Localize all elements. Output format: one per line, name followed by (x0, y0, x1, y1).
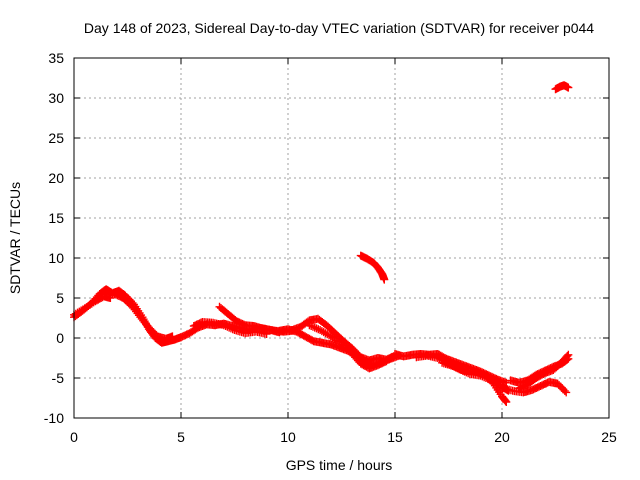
chart-title: Day 148 of 2023, Sidereal Day-to-day VTE… (84, 20, 594, 36)
y-tick-label: -5 (52, 370, 65, 386)
plot-frame (73, 57, 610, 419)
x-tick-label: 10 (280, 429, 296, 445)
data-point (262, 330, 271, 338)
data-point (455, 365, 464, 374)
x-tick-label: 15 (387, 429, 403, 445)
data-point (454, 364, 463, 373)
y-tick-label: 5 (56, 290, 64, 306)
grid-lines (74, 58, 609, 418)
data-point (308, 322, 317, 331)
data-point (226, 324, 235, 333)
data-point (305, 321, 314, 330)
x-tick-label: 25 (601, 429, 617, 445)
x-tick-label: 5 (177, 429, 185, 445)
data-point (307, 322, 316, 330)
data-point (564, 350, 573, 359)
data-point (221, 322, 230, 330)
x-tick-label: 20 (494, 429, 510, 445)
data-point (310, 323, 319, 332)
data-point (382, 357, 391, 366)
data-point (228, 325, 237, 334)
x-tick-label: 0 (70, 429, 78, 445)
y-axis-label: SDTVAR / TECUs (7, 182, 23, 294)
data-point (312, 324, 321, 333)
data-point (501, 397, 510, 406)
data-point (223, 322, 232, 331)
data-point (500, 396, 509, 405)
x-axis-label: GPS time / hours (286, 457, 393, 473)
data-point (563, 352, 572, 360)
y-tick-label: 30 (48, 90, 64, 106)
data-point (564, 83, 573, 92)
data-point (168, 332, 177, 341)
data-point (502, 398, 511, 406)
y-tick-label: 20 (48, 170, 64, 186)
y-tick-label: 15 (48, 210, 64, 226)
data-point (225, 323, 234, 332)
y-tick-label: 35 (48, 50, 64, 66)
data-point (106, 294, 115, 302)
data-points (70, 81, 573, 406)
data-point (219, 321, 228, 330)
y-tick-label: -10 (44, 410, 64, 426)
y-tick-label: 10 (48, 250, 64, 266)
data-point (562, 388, 571, 397)
data-point (450, 362, 459, 371)
axis-ticks: 0 5 10 15 20 25 -10 -5 0 5 10 15 20 25 30 35 (44, 50, 617, 445)
data-point (314, 325, 323, 334)
y-tick-label: 25 (48, 130, 64, 146)
data-point (457, 366, 466, 374)
data-point (433, 354, 442, 362)
data-point (380, 275, 389, 284)
data-point (452, 363, 461, 372)
data-point (448, 362, 457, 370)
data-point (560, 386, 569, 395)
y-tick-label: 0 (56, 330, 64, 346)
